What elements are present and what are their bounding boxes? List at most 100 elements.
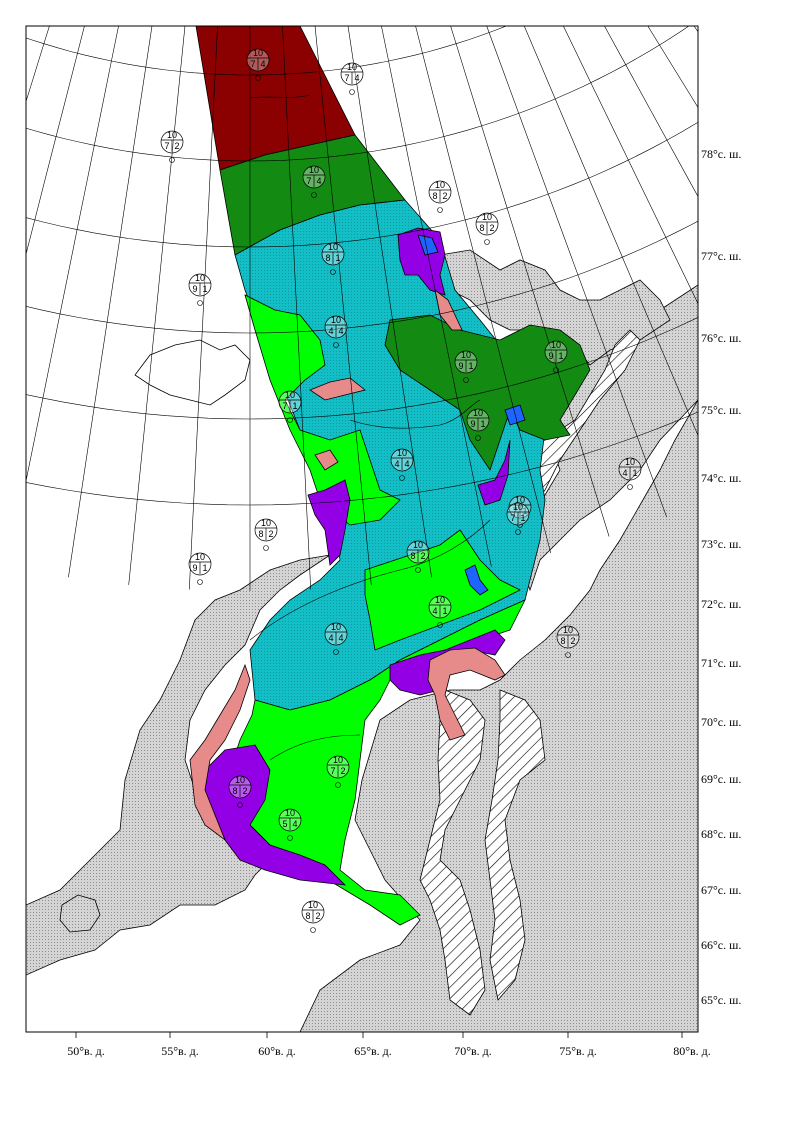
ice-code-total: 10 [461,350,471,360]
ice-code-c7: 108 1 [321,242,345,275]
ice-code-total: 10 [563,625,573,635]
lat-label-78: 78°с. ш. [701,147,741,161]
ice-zone-light-green-west [244,294,401,526]
ice-code-c9: 104 4 [324,315,348,348]
ice-code-partial-2: 1 [202,563,207,573]
ice-code-partial-1: 8 [325,253,330,263]
ice-code-total: 10 [309,165,319,175]
ice-code-c25: 108 2 [228,775,252,808]
meridian [486,26,667,518]
lon-label-75: 75°в. д. [559,1044,597,1058]
lon-label-70: 70°в. д. [454,1044,492,1058]
ice-form-marker [237,802,243,808]
ice-form-marker [310,927,316,933]
lat-label-77: 77°с. ш. [701,249,741,263]
ice-form-marker [335,782,341,788]
meridian [68,26,153,578]
ice-code-partial-1: 9 [548,351,553,361]
ice-code-partial-1: 8 [560,636,565,646]
ice-code-partial-1: 4 [328,633,333,643]
ice-code-partial-1: 8 [479,223,484,233]
ice-code-total: 10 [482,212,492,222]
lat-label-71: 71°с. ш. [701,656,741,670]
ice-code-total: 10 [625,457,635,467]
ice-form-marker [627,484,633,490]
meridian [647,26,698,109]
ice-code-partial-2: 1 [632,468,637,478]
ice-code-partial-1: 7 [330,766,335,776]
lon-label-55: 55°в. д. [161,1044,199,1058]
ice-code-total: 10 [473,408,483,418]
isoline-4 [249,94,311,99]
ice-code-total: 10 [435,595,445,605]
ice-code-partial-2: 1 [292,401,297,411]
ice-code-partial-2: 4 [354,73,359,83]
ice-code-total: 10 [261,518,271,528]
meridian [450,26,610,537]
ice-form-marker [565,652,571,658]
ice-code-partial-1: 4 [622,468,627,478]
lat-label-65: 65°с. ш. [701,993,741,1007]
lon-label-60: 60°в. д. [258,1044,296,1058]
lat-label-72: 72°с. ш. [701,597,741,611]
ice-code-partial-1: 9 [192,563,197,573]
lat-label-66: 66°с. ш. [701,938,741,952]
ice-code-c10: 109 1 [454,350,478,383]
ice-form-marker [475,435,481,441]
ice-code-c27: 108 2 [301,900,325,933]
ice-code-partial-1: 7 [250,59,255,69]
ice-code-partial-1: 8 [432,191,437,201]
ice-form-marker [349,89,355,95]
fast-ice-ob-bay [484,689,546,1001]
ice-code-partial-1: 9 [458,361,463,371]
ice-code-partial-2: 1 [520,513,525,523]
ice-code-partial-1: 5 [282,819,287,829]
ice-code-c3: 107 2 [160,130,184,163]
ice-form-marker [287,417,293,423]
ice-code-c24: 107 2 [326,755,350,788]
longitude-labels: 50°в. д. 55°в. д. 60°в. д. 65°в. д. 70°в. д.… [67,1032,711,1058]
ice-form-marker [399,475,405,481]
ice-code-partial-1: 9 [470,419,475,429]
ice-form-marker [463,377,469,383]
ice-form-marker [330,269,336,275]
ice-form-marker [415,567,421,573]
ice-form-marker [484,239,490,245]
ice-code-partial-2: 2 [489,223,494,233]
ice-code-partial-2: 4 [404,459,409,469]
ice-code-total: 10 [328,242,338,252]
ice-code-total: 10 [435,180,445,190]
meridian [314,26,372,585]
ice-code-c26: 105 4 [278,808,302,841]
ice-code-partial-1: 8 [305,911,310,921]
ice-code-partial-1: 4 [328,326,333,336]
ice-form-marker [437,207,443,213]
ice-code-partial-2: 2 [570,636,575,646]
meridian [189,26,218,590]
ice-code-c4: 107 4 [302,165,326,198]
lat-label-74: 74°с. ш. [701,471,741,485]
ice-code-partial-2: 4 [292,819,297,829]
ice-code-c2: 107 4 [340,62,364,95]
ice-code-partial-2: 1 [480,419,485,429]
meridian [415,26,551,554]
ice-form-marker [263,545,269,551]
ice-code-partial-1: 4 [394,459,399,469]
ice-zone-purple-east [477,439,511,506]
meridian [381,26,492,567]
ice-code-total: 10 [195,273,205,283]
ice-code-partial-2: 4 [260,59,265,69]
ice-code-total: 10 [515,495,525,505]
meridian [523,26,698,437]
land-novaya-zemlya-island [134,339,251,406]
lat-label-68: 68°с. ш. [701,827,741,841]
meridian [128,26,186,585]
ice-code-c6: 108 2 [475,212,499,245]
ice-code-c22: 104 4 [324,622,348,655]
ice-code-partial-2: 1 [468,361,473,371]
meridian [604,26,698,198]
ice-code-total: 10 [195,552,205,562]
